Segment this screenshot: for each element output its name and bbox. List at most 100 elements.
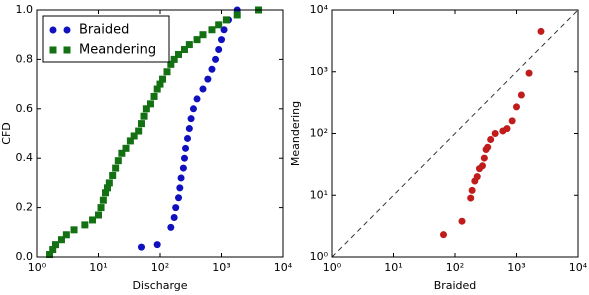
identity-line bbox=[331, 9, 579, 258]
y-tick-label: 0.8 bbox=[16, 52, 34, 65]
point bbox=[233, 11, 241, 19]
x-axis-label: Discharge bbox=[132, 279, 187, 292]
point bbox=[97, 204, 105, 212]
point bbox=[135, 127, 143, 135]
legend-marker bbox=[49, 26, 57, 34]
point bbox=[185, 125, 193, 133]
point bbox=[212, 55, 220, 63]
point bbox=[218, 36, 225, 44]
y-tick-label: 0.6 bbox=[16, 102, 34, 115]
point bbox=[150, 92, 158, 100]
point bbox=[156, 80, 164, 88]
point bbox=[468, 186, 476, 194]
y-axis-label: Meandering bbox=[289, 101, 302, 166]
point bbox=[167, 223, 175, 231]
x-tick-label: 10¹ bbox=[89, 261, 107, 274]
y-tick-label: 10⁰ bbox=[310, 250, 329, 263]
x-tick-label: 10² bbox=[446, 261, 464, 274]
point bbox=[112, 164, 120, 172]
x-tick-label: 10¹ bbox=[384, 261, 402, 274]
legend-box bbox=[42, 15, 170, 63]
point bbox=[95, 211, 102, 219]
point bbox=[184, 134, 192, 142]
y-tick-label: 0.2 bbox=[16, 201, 34, 214]
point bbox=[118, 149, 126, 157]
point bbox=[103, 184, 111, 192]
x-tick-label: 10³ bbox=[507, 261, 525, 274]
y-axis-label: CFD bbox=[0, 122, 13, 144]
point bbox=[199, 85, 207, 93]
point bbox=[204, 75, 212, 83]
legend-marker bbox=[63, 46, 71, 54]
x-tick-label: 10⁰ bbox=[323, 261, 342, 274]
point bbox=[114, 157, 122, 165]
point bbox=[122, 144, 130, 152]
point bbox=[193, 95, 201, 103]
point bbox=[508, 117, 516, 125]
point bbox=[167, 60, 175, 68]
point bbox=[439, 231, 447, 239]
point bbox=[215, 21, 223, 29]
y-tick-label: 10¹ bbox=[310, 188, 328, 201]
point bbox=[199, 31, 207, 39]
axes-frame bbox=[331, 9, 579, 258]
point bbox=[491, 130, 499, 137]
point bbox=[153, 85, 161, 93]
point bbox=[484, 143, 492, 151]
point bbox=[172, 204, 180, 212]
point bbox=[458, 217, 466, 225]
point bbox=[525, 69, 533, 77]
point bbox=[62, 231, 70, 239]
point bbox=[102, 189, 110, 197]
point bbox=[487, 135, 495, 143]
y-tick-label: 0.0 bbox=[16, 250, 34, 263]
point bbox=[142, 105, 150, 113]
legend-label: Meandering bbox=[79, 43, 156, 58]
legend-marker bbox=[63, 26, 71, 34]
point bbox=[479, 162, 487, 170]
x-tick-label: 10⁴ bbox=[569, 261, 588, 274]
point bbox=[180, 154, 188, 162]
point bbox=[179, 164, 187, 172]
point bbox=[126, 137, 134, 145]
y-tick-label: 10² bbox=[310, 127, 328, 140]
legend-marker bbox=[49, 46, 57, 54]
point bbox=[182, 144, 190, 152]
point bbox=[185, 41, 193, 49]
point bbox=[49, 246, 57, 254]
point bbox=[105, 179, 113, 187]
point bbox=[187, 115, 195, 123]
x-tick-label: 10⁴ bbox=[274, 261, 293, 274]
point bbox=[177, 174, 185, 182]
point bbox=[52, 241, 60, 249]
point bbox=[175, 50, 183, 58]
point bbox=[180, 46, 188, 54]
point bbox=[46, 251, 54, 259]
point bbox=[537, 27, 545, 35]
x-tick-label: 10² bbox=[151, 261, 169, 274]
point bbox=[159, 75, 167, 83]
point bbox=[137, 243, 145, 251]
point bbox=[222, 16, 230, 24]
point bbox=[480, 154, 488, 162]
y-tick-label: 1.0 bbox=[16, 3, 34, 16]
point bbox=[473, 173, 481, 181]
x-tick-label: 10⁰ bbox=[28, 261, 47, 274]
point bbox=[57, 236, 65, 244]
point bbox=[109, 171, 117, 179]
axes-frame bbox=[36, 9, 284, 258]
point bbox=[137, 120, 145, 128]
point bbox=[170, 55, 178, 63]
point bbox=[208, 65, 216, 73]
point bbox=[70, 226, 78, 234]
point bbox=[163, 68, 171, 76]
y-tick-label: 0.4 bbox=[16, 151, 34, 164]
legend-label: Braided bbox=[79, 23, 129, 38]
point bbox=[176, 184, 184, 192]
point bbox=[153, 241, 161, 249]
point bbox=[193, 36, 201, 44]
point bbox=[220, 26, 228, 34]
point bbox=[208, 26, 216, 34]
point bbox=[140, 112, 148, 120]
